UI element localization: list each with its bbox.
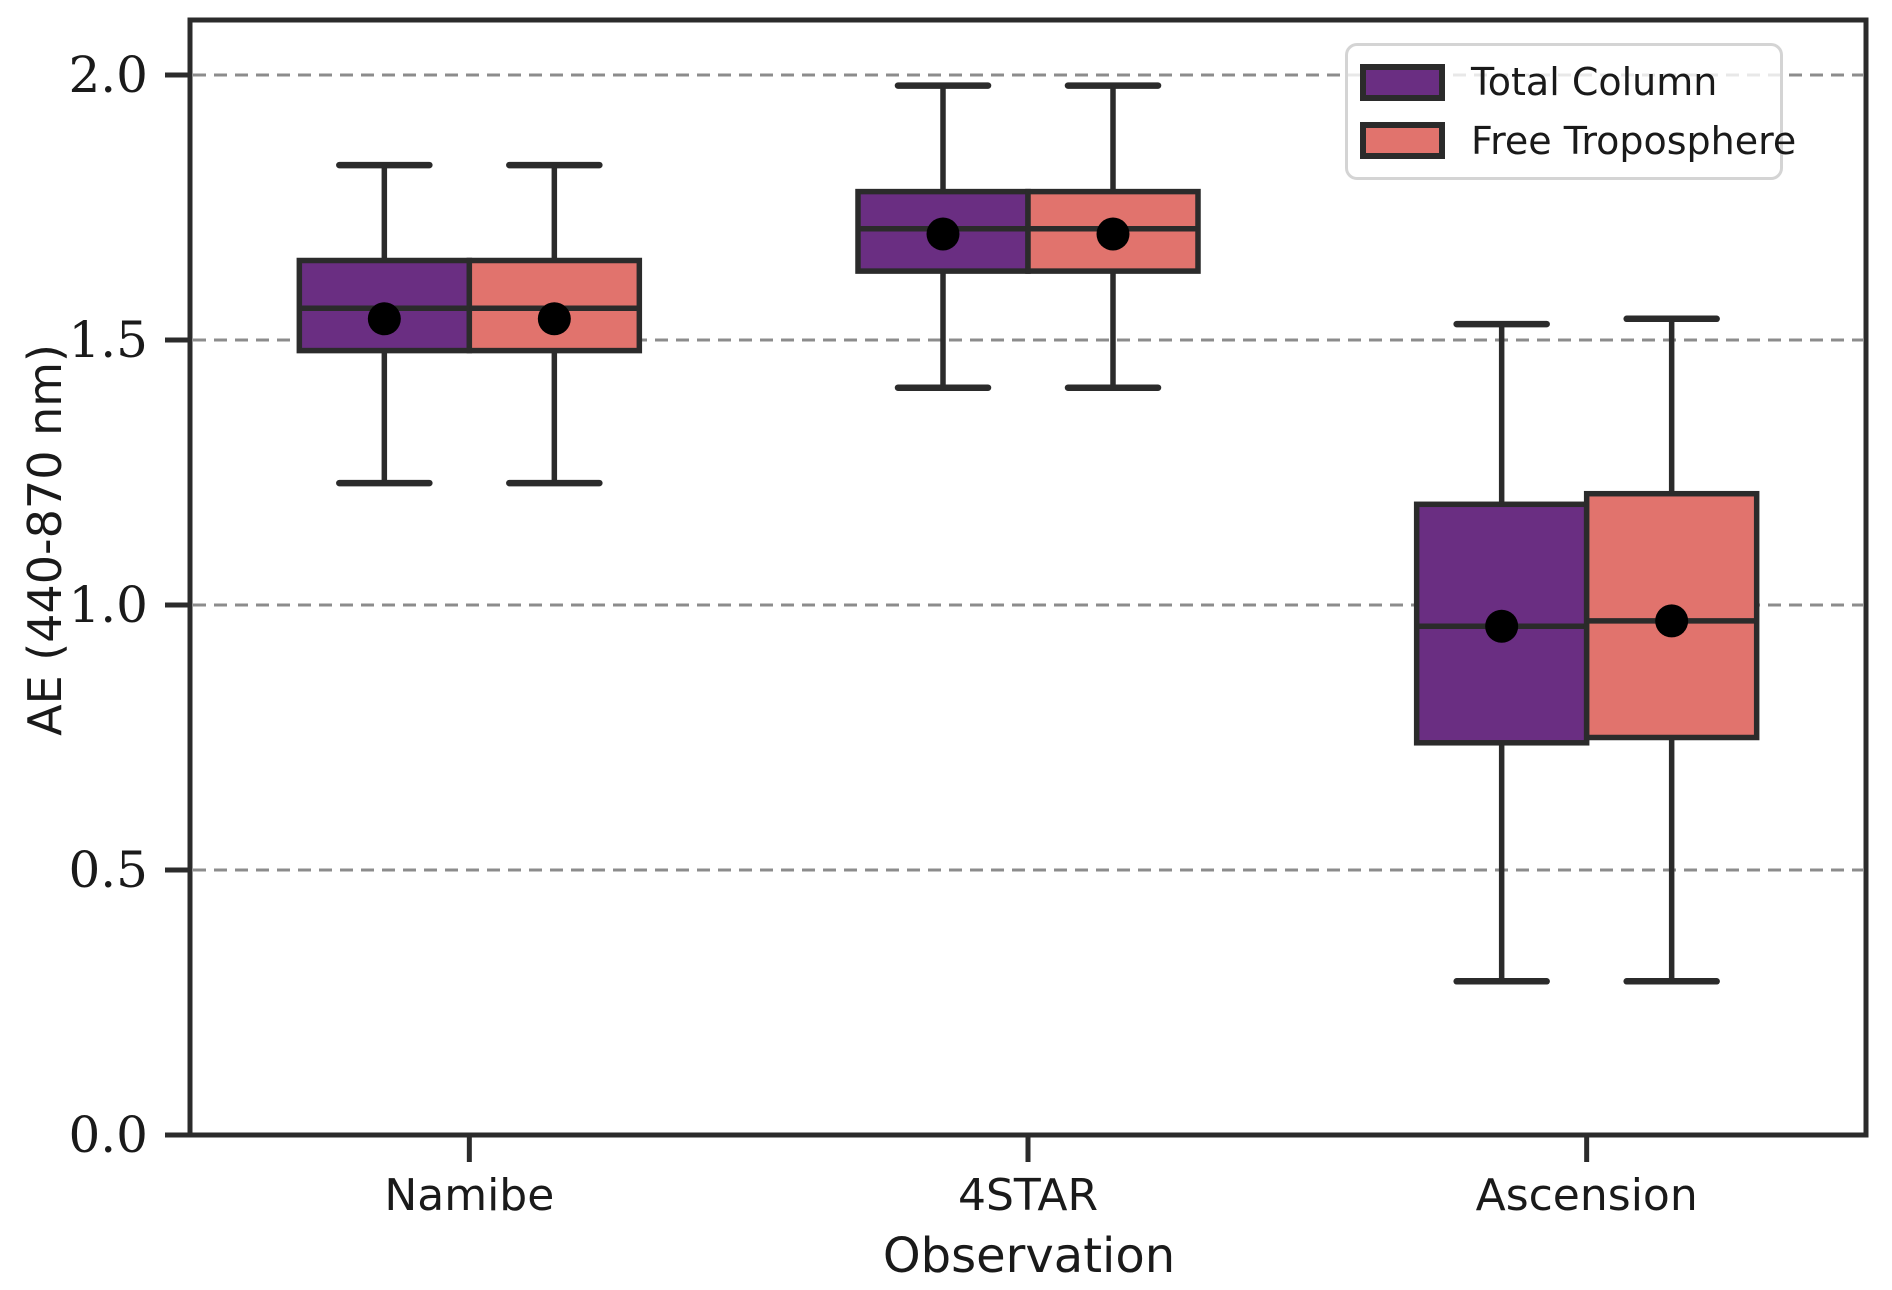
mean-dot-free-troposphere-ascension bbox=[1655, 604, 1689, 638]
legend-label-free-troposphere: Free Troposphere bbox=[1471, 118, 1797, 163]
y-tick-label-0.5: 0.5 bbox=[68, 841, 148, 899]
legend-item-free-troposphere: Free Troposphere bbox=[1360, 119, 1796, 163]
x-axis-title: Observation bbox=[882, 1228, 1176, 1284]
y-tick-label-1: 1.0 bbox=[68, 576, 148, 634]
mean-dot-free-troposphere-namibe bbox=[537, 302, 571, 336]
y-tick-label-1.5: 1.5 bbox=[68, 311, 148, 369]
y-axis-title-wrap: AE (440-870 nm) bbox=[18, 0, 72, 1080]
mean-dot-free-troposphere-4star bbox=[1096, 217, 1130, 251]
mean-dot-total-column-ascension bbox=[1485, 609, 1519, 643]
x-tick-label-namibe: Namibe bbox=[384, 1170, 554, 1221]
x-tick-label-ascension: Ascension bbox=[1476, 1170, 1698, 1221]
legend-swatch-free-troposphere bbox=[1360, 122, 1445, 160]
y-tick-label-0: 0.0 bbox=[68, 1106, 148, 1164]
y-tick-label-2: 2.0 bbox=[68, 46, 148, 104]
mean-dot-total-column-namibe bbox=[367, 302, 401, 336]
legend-swatch-total-column bbox=[1360, 63, 1445, 101]
y-axis-title: AE (440-870 nm) bbox=[18, 344, 72, 736]
plot-border bbox=[187, 17, 1869, 1138]
legend: Total Column Free Troposphere bbox=[1345, 43, 1796, 180]
x-tick-label-4star: 4STAR bbox=[958, 1170, 1098, 1221]
legend-label-total-column: Total Column bbox=[1471, 60, 1718, 105]
mean-dot-total-column-4star bbox=[926, 217, 960, 251]
legend-item-total-column: Total Column bbox=[1360, 60, 1780, 104]
